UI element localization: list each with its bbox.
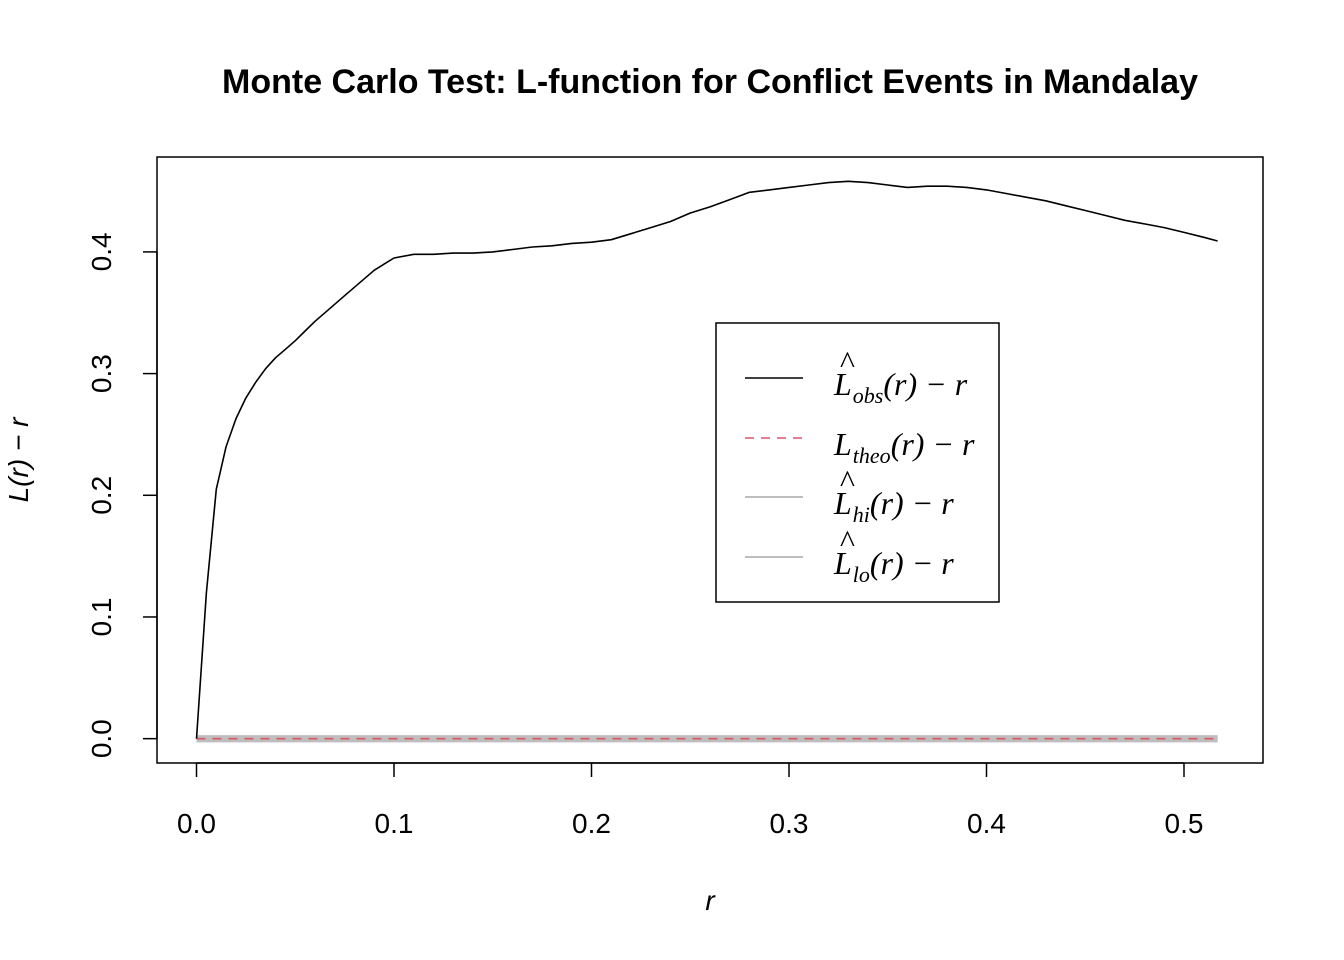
y-tick-label: 0.3	[86, 354, 117, 393]
legend-hat-0: ^	[839, 344, 855, 380]
series-line-0	[195, 180, 1218, 739]
y-axis: 0.0 0.1 0.2 0.3 0.4	[86, 232, 158, 758]
y-tick-label: 0.0	[86, 719, 117, 758]
x-tick-label: 0.2	[572, 808, 611, 839]
x-tick-label: 0.5	[1165, 808, 1204, 839]
x-tick-label: 0.1	[375, 808, 414, 839]
legend-box	[715, 322, 1000, 603]
y-tick-label: 0.4	[86, 232, 117, 271]
y-axis-label: L(r) − r	[3, 416, 34, 502]
legend-label-3: Llo(r) − r	[833, 545, 954, 587]
legend-hat-2: ^	[839, 463, 855, 499]
x-tick-label: 0.3	[770, 808, 809, 839]
y-tick-label: 0.1	[86, 598, 117, 637]
x-axis-label: r	[705, 885, 716, 916]
chart-title: Monte Carlo Test: L-function for Conflic…	[222, 63, 1198, 101]
x-tick-label: 0.4	[967, 808, 1006, 839]
x-axis: 0.0 0.1 0.2 0.3 0.4 0.5	[177, 762, 1204, 839]
legend-label-1: Ltheo(r) − r	[833, 426, 975, 468]
legend-label-0: Lobs(r) − r	[833, 366, 968, 408]
x-tick-label: 0.0	[177, 808, 216, 839]
legend-hat-3: ^	[839, 523, 855, 559]
series-layer	[195, 180, 1218, 743]
legend-label-2: Lhi(r) − r	[833, 485, 954, 527]
y-tick-label: 0.2	[86, 476, 117, 515]
